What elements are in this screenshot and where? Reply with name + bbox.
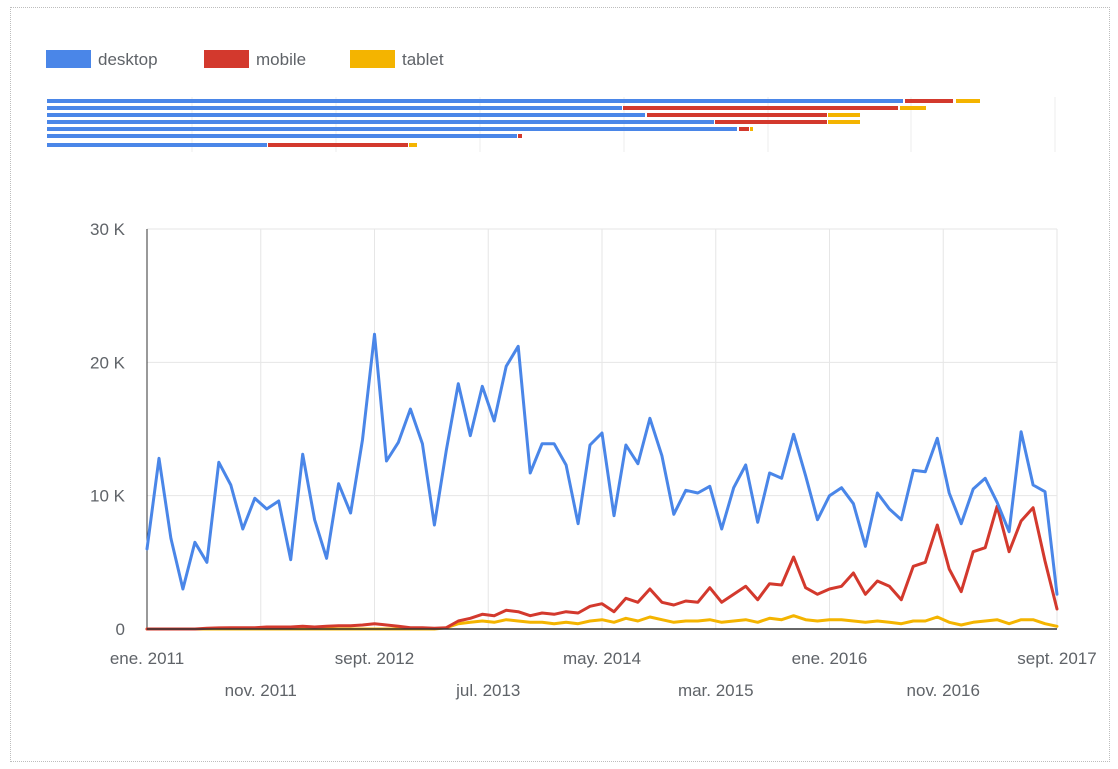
legend-swatch-desktop bbox=[46, 50, 91, 68]
legend: desktop mobile tablet bbox=[46, 50, 444, 69]
overview-bar-desktop bbox=[47, 143, 267, 147]
overview-bar-tablet bbox=[828, 120, 860, 124]
overview-bar-mobile bbox=[623, 106, 898, 110]
vertical-gridlines bbox=[260, 229, 1058, 629]
overview-bar-desktop bbox=[47, 99, 903, 103]
x-tick-label: nov. 2011 bbox=[225, 681, 297, 700]
overview-bar-mobile bbox=[905, 99, 953, 103]
overview-bar-tablet bbox=[409, 143, 417, 147]
legend-swatch-tablet bbox=[350, 50, 395, 68]
y-tick-label: 10 K bbox=[90, 487, 126, 506]
overview-bar-tablet bbox=[900, 106, 926, 110]
x-tick-label: may. 2014 bbox=[563, 649, 641, 668]
y-axis-ticks: 0 10 K 20 K 30 K bbox=[90, 220, 126, 639]
overview-bar-desktop bbox=[47, 134, 517, 138]
x-tick-label: ene. 2016 bbox=[792, 649, 868, 668]
overview-bar-mobile bbox=[739, 127, 749, 131]
overview-bar-mobile bbox=[268, 143, 408, 147]
series-line-desktop[interactable] bbox=[145, 332, 1059, 596]
overview-bar-desktop bbox=[47, 120, 714, 124]
overview-bar-desktop bbox=[47, 127, 737, 131]
legend-item-mobile[interactable]: mobile bbox=[204, 50, 306, 69]
legend-item-tablet[interactable]: tablet bbox=[350, 50, 444, 69]
legend-label-tablet: tablet bbox=[402, 50, 444, 69]
chart-frame bbox=[10, 7, 1110, 762]
overview-bar-tablet bbox=[956, 99, 980, 103]
y-tick-label: 30 K bbox=[90, 220, 126, 239]
x-tick-label: ene. 2011 bbox=[110, 649, 184, 668]
x-tick-label: sept. 2017 bbox=[1017, 649, 1096, 668]
legend-label-mobile: mobile bbox=[256, 50, 306, 69]
legend-item-desktop[interactable]: desktop bbox=[46, 50, 158, 69]
x-tick-label: jul. 2013 bbox=[455, 681, 520, 700]
series-line-mobile[interactable] bbox=[145, 504, 1059, 631]
overview-bar-mobile bbox=[715, 120, 827, 124]
overview-bar-desktop bbox=[47, 113, 645, 117]
legend-swatch-mobile bbox=[204, 50, 249, 68]
y-tick-label: 0 bbox=[116, 620, 125, 639]
overview-bar-mobile bbox=[647, 113, 827, 117]
legend-label-desktop: desktop bbox=[98, 50, 158, 69]
overview-bar-tablet bbox=[750, 127, 753, 131]
x-tick-label: nov. 2016 bbox=[907, 681, 980, 700]
overview-bar-desktop bbox=[47, 106, 622, 110]
range-overview[interactable] bbox=[47, 97, 1056, 152]
overview-bar-tablet bbox=[828, 113, 860, 117]
x-tick-label: mar. 2015 bbox=[678, 681, 754, 700]
x-tick-label: sept. 2012 bbox=[335, 649, 414, 668]
overview-bar-mobile bbox=[518, 134, 522, 138]
x-axis-ticks: ene. 2011 nov. 2011 sept. 2012 jul. 2013 may… bbox=[110, 649, 1097, 700]
y-tick-label: 20 K bbox=[90, 353, 126, 372]
